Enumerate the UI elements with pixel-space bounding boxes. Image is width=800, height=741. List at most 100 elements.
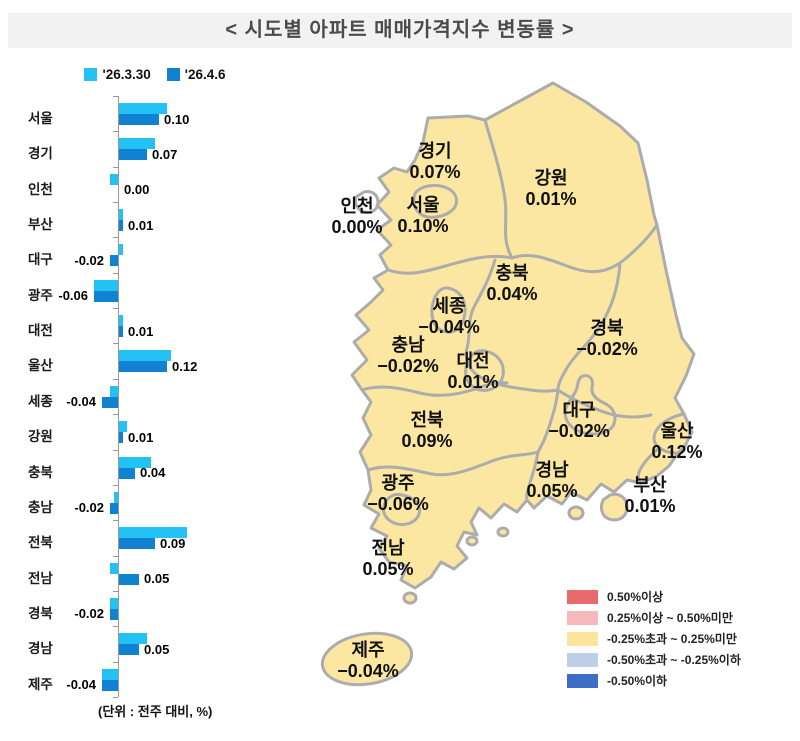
bar-prev — [119, 456, 151, 468]
map-legend-row: -0.25%초과 ~ 0.25%미만 — [567, 628, 741, 649]
legend-item-this-week: '26.4.6 — [166, 66, 226, 82]
axis-tick — [113, 202, 118, 204]
axis-tick — [113, 555, 118, 557]
bar-prev — [119, 350, 171, 362]
category-label: 세종 — [28, 393, 53, 409]
bar-curr — [119, 114, 159, 125]
region-value: 0.01% — [624, 496, 675, 516]
value-label: 0.05 — [144, 571, 170, 587]
region-value: 0.04% — [486, 284, 537, 304]
region-name: 전남 — [371, 538, 405, 558]
korea-map: 경기0.07% 강원0.01%인천0.00%서울0.10%충북0.04%세종−0.… — [320, 81, 703, 687]
axis-tick — [113, 661, 118, 663]
city-boundaries — [353, 183, 617, 527]
map-legend-row: -0.50%이하 — [567, 670, 741, 691]
category-label: 제주 — [28, 676, 53, 692]
region-name: 충북 — [495, 263, 528, 283]
jeju-island — [320, 631, 414, 687]
region-name: 부산 — [633, 475, 667, 495]
bar-curr — [110, 608, 118, 620]
legend-label-this-week: '26.4.6 — [184, 66, 226, 82]
category-label: 경기 — [28, 146, 53, 162]
axis-tick — [113, 484, 118, 486]
region-value: 0.01% — [525, 189, 576, 209]
map-legend-label: 0.50%이상 — [607, 590, 664, 604]
axis-tick — [113, 166, 118, 168]
region-name: 전북 — [410, 410, 443, 430]
value-label: 0.05 — [144, 641, 170, 657]
bar-curr — [102, 679, 118, 691]
value-label: 0.10 — [164, 111, 190, 127]
map-legend-label: -0.50%이하 — [607, 674, 668, 688]
map-legend: 0.50%이상 0.25%이상 ~ 0.50%미만 -0.25%초과 ~ 0.25%… — [567, 586, 741, 691]
region-value: −0.02% — [576, 339, 638, 359]
bar-prev — [119, 315, 123, 327]
category-label: 광주 — [28, 287, 53, 303]
bar-curr — [119, 149, 147, 161]
value-label: -0.02 — [74, 606, 104, 622]
category-label: 강원 — [28, 429, 53, 445]
bar-curr — [119, 361, 167, 373]
value-label: 0.12 — [172, 358, 198, 374]
value-label: 0.04 — [140, 465, 166, 480]
bar-curr — [119, 432, 123, 444]
bar-curr — [94, 290, 118, 302]
bar-prev — [102, 668, 118, 680]
region-value: 0.05% — [526, 481, 577, 501]
bar-curr — [110, 502, 118, 514]
bar-prev — [119, 633, 147, 645]
value-label: 0.09 — [160, 535, 186, 551]
category-label: 대전 — [28, 323, 53, 339]
bar-prev — [110, 597, 118, 609]
value-label: -0.04 — [66, 394, 96, 410]
region-name: 경북 — [590, 318, 623, 338]
category-label: 서울 — [28, 111, 53, 126]
region-name: 광주 — [381, 473, 414, 493]
region-value: −0.04% — [418, 317, 480, 337]
map-region-labels: 경기0.07% 강원0.01%인천0.00%서울0.10%충북0.04%세종−0.… — [331, 141, 702, 681]
value-label: -0.02 — [74, 500, 104, 516]
map-legend-row: 0.25%이상 ~ 0.50%미만 — [567, 607, 741, 628]
axis-tick — [113, 131, 118, 133]
bar-curr — [119, 467, 135, 479]
axis-tick — [113, 237, 118, 239]
axis-tick — [113, 378, 118, 380]
category-label: 인천 — [28, 181, 53, 197]
region-name: 경남 — [535, 460, 569, 480]
map-legend-swatch — [567, 652, 598, 667]
category-label: 부산 — [28, 217, 53, 233]
y-axis — [118, 96, 119, 697]
region-value: 0.09% — [401, 431, 452, 451]
region-value: −0.02% — [377, 356, 439, 376]
bar-prev — [119, 421, 127, 433]
bar-prev — [110, 173, 118, 185]
bar-prev — [110, 562, 118, 574]
region-value: 0.12% — [651, 442, 702, 462]
bar-chart-legend: '26.3.30 '26.4.6 — [40, 66, 270, 82]
region-name: 제주 — [351, 640, 384, 660]
bar-prev — [119, 138, 155, 150]
region-value: −0.06% — [367, 494, 429, 514]
legend-swatch-dark-blue — [166, 67, 180, 81]
category-label: 경남 — [28, 641, 53, 657]
value-label: 0.01 — [128, 217, 154, 233]
category-label: 대구 — [28, 252, 53, 268]
axis-tick — [113, 308, 118, 310]
category-label: 울산 — [28, 358, 53, 374]
legend-label-prev-week: '26.3.30 — [102, 66, 151, 82]
map-legend-swatch — [567, 589, 598, 604]
bar-prev — [94, 279, 118, 291]
category-label: 충북 — [28, 464, 53, 480]
axis-tick — [113, 96, 118, 97]
axis-tick — [113, 343, 118, 345]
value-label: 0.01 — [128, 323, 154, 339]
map-legend-swatch — [567, 673, 598, 688]
axis-tick — [113, 520, 118, 522]
value-label: 0.00 — [124, 182, 150, 198]
mainland-outline — [350, 81, 696, 590]
region-name: 세종 — [432, 296, 465, 316]
value-label: -0.02 — [74, 252, 104, 268]
map-legend-swatch — [567, 610, 598, 625]
bar-curr — [110, 255, 118, 267]
region-value: 0.01% — [447, 372, 498, 392]
